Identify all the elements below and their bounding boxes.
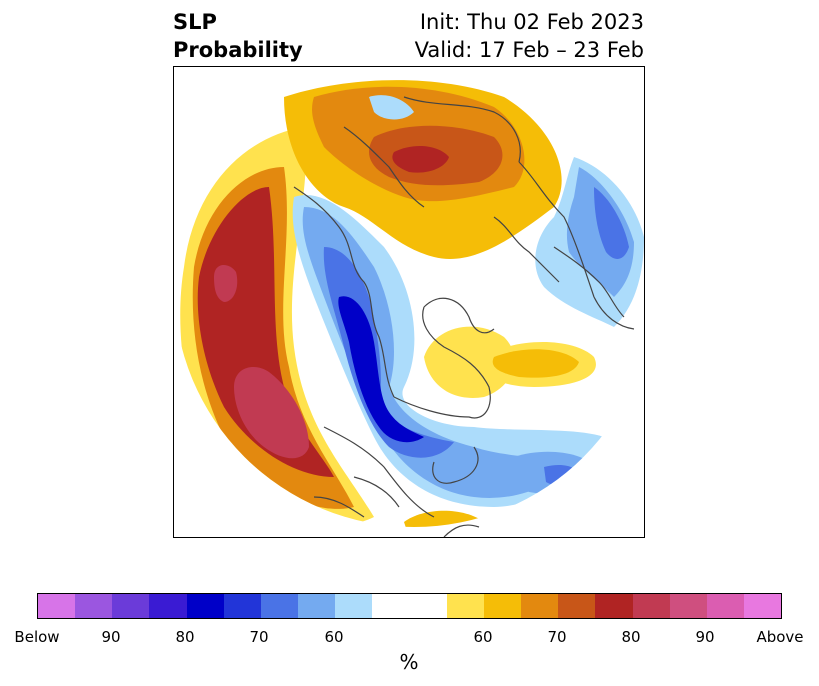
colorbar-tick-label: 70 [547,628,567,646]
colorbar-tick-label: 60 [473,628,493,646]
colorbar [37,593,782,619]
colorbar-tick-label: 60 [324,628,344,646]
above-region-pacific-90 [234,367,309,459]
above-region-southeast [404,510,484,527]
colorbar-swatch [632,594,670,618]
title-right: Init: Thu 02 Feb 2023 Valid: 17 Feb – 23… [415,8,644,64]
colorbar-swatch [298,594,336,618]
colorbar-swatch [669,594,707,618]
colorbar-tick-label: Below [14,628,60,646]
above-region-pacific-90b [214,265,238,302]
colorbar-tick-label: 70 [249,628,269,646]
probability-map [174,67,644,537]
above-region-pacific-80 [197,187,334,477]
colorbar-swatch [521,594,559,618]
colorbar-swatch [446,594,484,618]
below-region-na-70 [323,247,454,458]
colorbar-swatch [595,594,633,618]
below-region-east-atlantic-70 [544,465,579,487]
colorbar-swatch [149,594,187,618]
colorbar-tick-label: 80 [621,628,641,646]
colorbar-swatch [186,594,224,618]
init-date: Init: Thu 02 Feb 2023 [419,10,644,34]
colorbar-tick-label: 90 [101,628,121,646]
title-left: SLP Probability [173,8,303,64]
below-region-arctic-strip [369,95,414,120]
above-region-atlantic-65 [492,349,579,378]
below-region-na-60 [302,207,569,498]
colorbar-swatch [335,594,373,618]
colorbar-tick-label: 90 [695,628,715,646]
colorbar-swatch [260,594,299,618]
colorbar-tick-label: 80 [175,628,195,646]
below-region-na-80 [338,296,424,443]
colorbar-swatch [483,594,522,618]
probability-field [174,67,644,527]
title-product: Probability [173,38,303,62]
colorbar-swatch [558,594,596,618]
colorbar-swatch [112,594,150,618]
map-panel [173,66,645,538]
coastlines [293,96,635,537]
colorbar-swatch [38,594,76,618]
title-variable: SLP [173,10,217,34]
below-region-europe-70 [594,187,629,259]
colorbar-swatch [409,594,447,618]
colorbar-swatch [75,594,113,618]
colorbar-swatch [223,594,261,618]
above-region-arctic-90 [392,145,449,173]
valid-range: Valid: 17 Feb – 23 Feb [414,38,644,62]
colorbar-tick-label: Above [756,628,804,646]
colorbar-swatch [706,594,744,618]
colorbar-swatch [743,594,782,618]
colorbar-label: % [399,650,419,674]
colorbar-swatch [372,594,410,618]
